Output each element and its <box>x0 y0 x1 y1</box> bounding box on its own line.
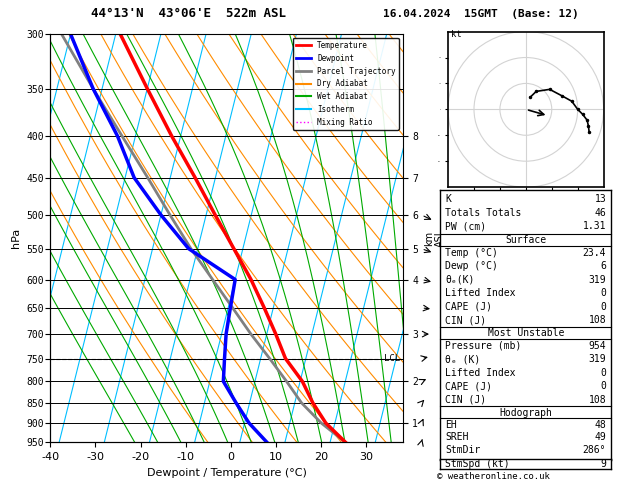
Text: Surface: Surface <box>505 235 547 245</box>
Text: Lifted Index: Lifted Index <box>445 288 516 298</box>
Text: θₑ (K): θₑ (K) <box>445 354 481 364</box>
X-axis label: Dewpoint / Temperature (°C): Dewpoint / Temperature (°C) <box>147 468 306 478</box>
Text: 46: 46 <box>594 208 606 218</box>
Text: Dewp (°C): Dewp (°C) <box>445 261 498 271</box>
Text: CIN (J): CIN (J) <box>445 395 487 405</box>
Legend: Temperature, Dewpoint, Parcel Trajectory, Dry Adiabat, Wet Adiabat, Isotherm, Mi: Temperature, Dewpoint, Parcel Trajectory… <box>292 38 399 130</box>
Text: © weatheronline.co.uk: © weatheronline.co.uk <box>437 472 550 481</box>
Text: K: K <box>445 194 452 205</box>
Text: EH: EH <box>445 420 457 430</box>
Text: CAPE (J): CAPE (J) <box>445 301 493 312</box>
Text: Pressure (mb): Pressure (mb) <box>445 341 522 351</box>
Text: 108: 108 <box>589 315 606 325</box>
Text: 319: 319 <box>589 354 606 364</box>
Y-axis label: km
ASL: km ASL <box>424 229 445 247</box>
Text: 319: 319 <box>589 275 606 285</box>
Text: CAPE (J): CAPE (J) <box>445 381 493 391</box>
Text: Lifted Index: Lifted Index <box>445 367 516 378</box>
Y-axis label: hPa: hPa <box>11 228 21 248</box>
Text: 108: 108 <box>589 395 606 405</box>
Text: Hodograph: Hodograph <box>499 408 552 417</box>
Text: 954: 954 <box>589 341 606 351</box>
Text: 44°13'N  43°06'E  522m ASL: 44°13'N 43°06'E 522m ASL <box>91 7 286 20</box>
Text: StmDir: StmDir <box>445 445 481 454</box>
Text: LCL: LCL <box>384 354 400 363</box>
Text: 9: 9 <box>600 459 606 469</box>
Text: PW (cm): PW (cm) <box>445 222 487 231</box>
Text: Totals Totals: Totals Totals <box>445 208 522 218</box>
Text: 0: 0 <box>600 301 606 312</box>
Text: 49: 49 <box>594 433 606 442</box>
Text: CIN (J): CIN (J) <box>445 315 487 325</box>
Text: 16.04.2024  15GMT  (Base: 12): 16.04.2024 15GMT (Base: 12) <box>383 9 579 19</box>
Text: Mixing Ratio (g/kg): Mixing Ratio (g/kg) <box>526 208 535 310</box>
Text: 13: 13 <box>594 194 606 205</box>
Text: 0: 0 <box>600 288 606 298</box>
Text: Temp (°C): Temp (°C) <box>445 247 498 258</box>
Text: Most Unstable: Most Unstable <box>487 328 564 338</box>
Text: 1.31: 1.31 <box>582 222 606 231</box>
Text: kt: kt <box>450 30 462 39</box>
Text: 48: 48 <box>594 420 606 430</box>
Text: 0: 0 <box>600 381 606 391</box>
Text: 23.4: 23.4 <box>582 247 606 258</box>
Text: 6: 6 <box>600 261 606 271</box>
Text: θₑ(K): θₑ(K) <box>445 275 475 285</box>
Text: SREH: SREH <box>445 433 469 442</box>
Text: 0: 0 <box>600 367 606 378</box>
Text: StmSpd (kt): StmSpd (kt) <box>445 459 510 469</box>
Text: 286°: 286° <box>582 445 606 454</box>
